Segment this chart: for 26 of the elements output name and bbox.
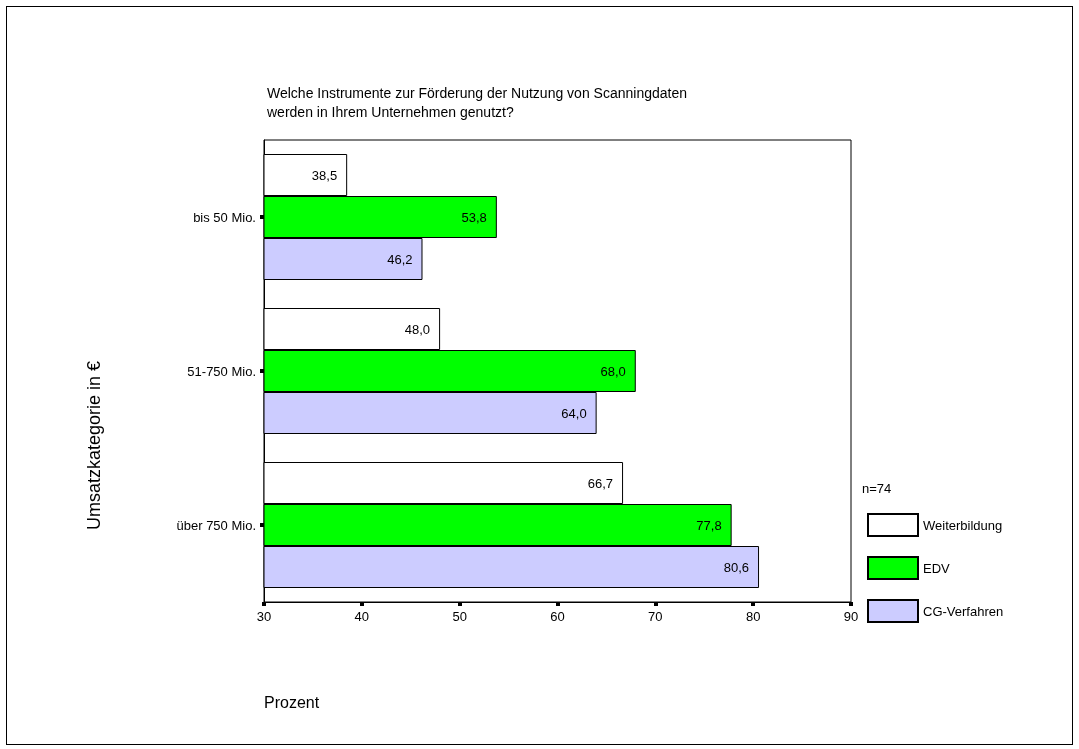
chart-title: Welche Instrumente zur Förderung der Nutzung von Scanningdaten werden in Ihrem Unternehmen genutzt? xyxy=(266,84,687,120)
data-label: 66,7 xyxy=(587,475,614,491)
y-tick-label: bis 50 Mio. xyxy=(193,209,256,225)
data-label: 64,0 xyxy=(561,405,587,421)
data-label: 38,5 xyxy=(311,167,338,183)
data-label: 48,0 xyxy=(404,321,431,337)
legend-label: EDV xyxy=(923,560,951,576)
legend-title: n=74 xyxy=(862,481,892,496)
x-tick-label: 30 xyxy=(256,609,272,624)
x-tick-label: 90 xyxy=(843,609,859,624)
data-label: 46,2 xyxy=(387,251,413,267)
x-tick-label: 60 xyxy=(550,609,565,624)
y-axis-title: Umsatzkategorie in € xyxy=(84,360,104,530)
y-tick-label: über 750 Mio. xyxy=(176,517,256,533)
data-label: 68,0 xyxy=(600,363,626,379)
y-tick-label: 51-750 Mio. xyxy=(187,363,256,379)
data-label: 77,8 xyxy=(696,517,722,533)
data-label: 53,8 xyxy=(461,209,487,225)
x-axis-title: Prozent xyxy=(264,693,320,711)
x-tick-label: 70 xyxy=(648,609,663,624)
x-tick-label: 80 xyxy=(745,609,761,624)
x-tick-label: 40 xyxy=(354,609,370,624)
data-label: 80,6 xyxy=(723,559,750,575)
legend-label: CG-Verfahren xyxy=(923,603,1004,619)
legend-label: Weiterbildung xyxy=(923,517,1003,533)
x-tick-label: 50 xyxy=(452,609,467,624)
